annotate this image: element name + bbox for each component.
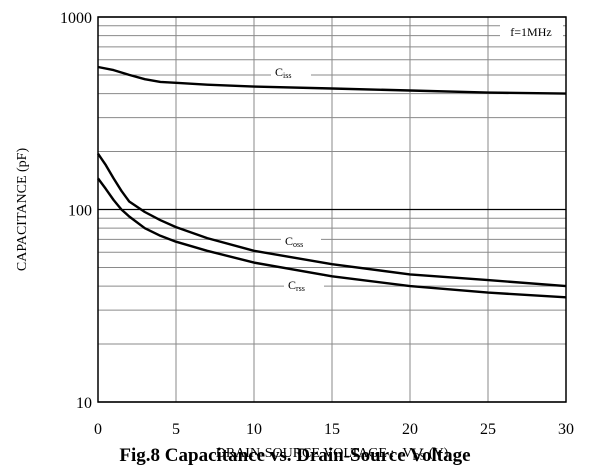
x-tick-label: 30 xyxy=(558,421,574,438)
y-tick-label: 1000 xyxy=(60,10,92,27)
x-tick-label: 10 xyxy=(246,421,262,438)
figure-caption: Fig.8 Capacitance vs. Drain-Source Volta… xyxy=(119,445,471,466)
plot-frame xyxy=(97,16,567,403)
x-tick-label: 15 xyxy=(324,421,340,438)
x-tick-label: 5 xyxy=(172,421,180,438)
x-tick-label: 20 xyxy=(402,421,418,438)
x-axis-title: DRAIN-SOURCE VOLTAGE : -VDS (V) xyxy=(216,446,449,463)
frequency-annotation: f=1MHz xyxy=(510,25,551,39)
series-label-background xyxy=(271,63,311,81)
annotation-background xyxy=(500,20,563,42)
series-line-iss xyxy=(97,65,567,95)
grid xyxy=(98,16,566,403)
series-line-oss xyxy=(97,153,567,288)
y-axis-title: CAPACITANCE (pF) xyxy=(15,148,30,272)
y-tick-label: 10 xyxy=(76,395,92,412)
series-label-background xyxy=(284,276,324,294)
series-label-background xyxy=(281,232,321,250)
x-tick-label: 0 xyxy=(94,421,102,438)
x-tick-label: 25 xyxy=(480,421,496,438)
series-line-rss xyxy=(97,177,567,299)
axes: 0 5 10 15 20 25 30 10 100 1000 DRAIN-SOURCE VOLTAG… xyxy=(15,10,574,463)
y-tick-label: 100 xyxy=(68,203,92,220)
series-lines xyxy=(97,65,567,299)
